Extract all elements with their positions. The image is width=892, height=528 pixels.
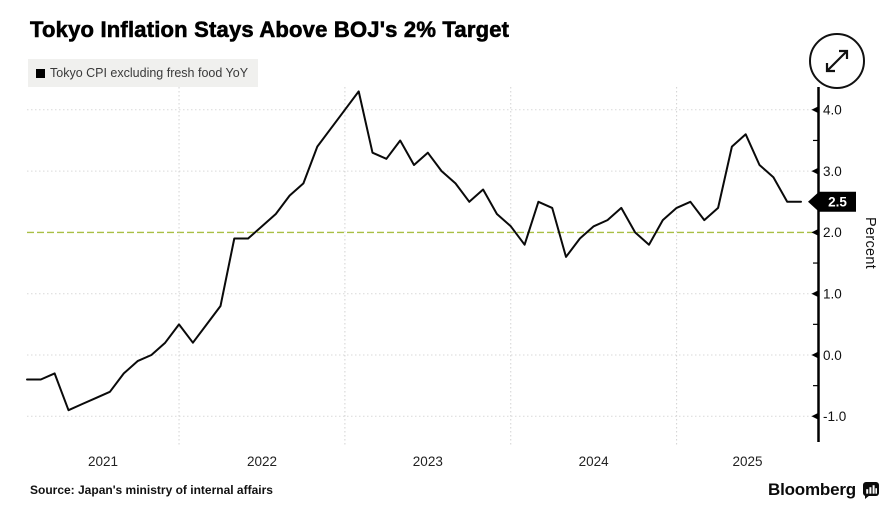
y-axis-title: Percent	[862, 217, 878, 270]
last-value-badge-label: 2.5	[828, 195, 847, 210]
y-axis-major-tick	[811, 351, 819, 359]
x-axis-year-label: 2025	[733, 454, 763, 469]
y-axis-tick-label: 4.0	[823, 103, 842, 118]
legend-swatch	[36, 68, 45, 78]
expand-button[interactable]	[807, 31, 867, 91]
bloomberg-logo-text: Bloomberg	[768, 480, 856, 499]
x-axis-year-label: 2021	[88, 454, 118, 469]
y-axis-major-tick	[811, 228, 819, 236]
x-axis-year-label: 2024	[579, 454, 610, 469]
y-axis-major-tick	[811, 167, 819, 175]
expand-arrows-icon	[825, 49, 849, 73]
x-axis-year-label: 2023	[413, 454, 443, 469]
source-note: Source: Japan's ministry of internal aff…	[30, 483, 273, 497]
bloomberg-terminal-icon	[862, 481, 879, 499]
y-axis-major-tick	[811, 412, 819, 420]
last-value-badge	[808, 191, 856, 212]
data-line	[26, 90, 802, 412]
legend: Tokyo CPI excluding fresh food YoY	[28, 59, 259, 87]
chart-title: Tokyo Inflation Stays Above BOJ's 2% Tar…	[30, 17, 510, 43]
y-axis-major-tick	[811, 290, 819, 298]
legend-label: Tokyo CPI excluding fresh food YoY	[50, 66, 249, 80]
y-axis-tick-label: 3.0	[823, 164, 842, 179]
y-axis-tick-label: -1.0	[823, 409, 846, 424]
y-axis-tick-label: 1.0	[823, 287, 842, 302]
x-axis-year-label: 2022	[247, 454, 277, 469]
bloomberg-logo: Bloomberg	[768, 480, 880, 500]
y-axis-tick-label: 0.0	[823, 348, 842, 363]
y-axis-major-tick	[811, 106, 819, 114]
y-axis-tick-label: 2.0	[823, 225, 842, 240]
